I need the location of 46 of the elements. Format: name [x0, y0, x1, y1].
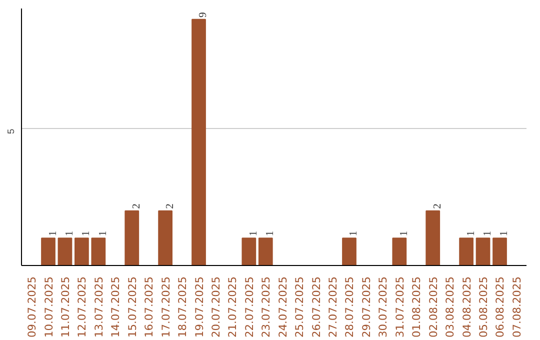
data-label: 1 — [265, 230, 276, 236]
x-tick-label: 11.07.2025 — [58, 276, 72, 338]
x-tick-label: 10.07.2025 — [42, 276, 56, 338]
x-tick-label: 03.08.2025 — [444, 276, 457, 338]
x-tick-label: 31.07.2025 — [393, 276, 406, 338]
x-tick-label: 21.07.2025 — [226, 276, 240, 338]
data-label: 1 — [466, 230, 477, 236]
x-tick-label: 15.07.2025 — [126, 276, 139, 338]
data-label: 1 — [64, 230, 76, 236]
x-tick-label: 14.07.2025 — [109, 276, 122, 338]
data-label: 1 — [81, 230, 92, 236]
data-label: 1 — [398, 230, 410, 236]
x-tick-label: 05.08.2025 — [477, 276, 490, 338]
data-label: 1 — [482, 230, 494, 236]
x-tick-label: 09.07.2025 — [26, 276, 39, 338]
x-tick-label: 23.07.2025 — [260, 276, 273, 338]
x-tick-label: 06.08.2025 — [494, 276, 507, 338]
x-tick-label: 29.07.2025 — [360, 276, 373, 338]
x-tick-label: 01.08.2025 — [410, 276, 424, 338]
x-tick-label: 25.07.2025 — [293, 276, 306, 338]
x-tick-label: 28.07.2025 — [343, 276, 356, 338]
data-label: 2 — [164, 203, 176, 209]
data-label: 1 — [98, 230, 109, 236]
y-tick-label: 5 — [6, 128, 16, 134]
x-tick-label: 26.07.2025 — [310, 276, 323, 338]
x-tick-label: 27.07.2025 — [326, 276, 340, 338]
data-label: 2 — [432, 203, 444, 209]
data-label: 1 — [248, 230, 260, 236]
x-tick-label: 07.08.2025 — [510, 276, 524, 338]
x-tick-label: 12.07.2025 — [76, 276, 89, 338]
x-tick-label: 20.07.2025 — [209, 276, 222, 338]
x-tick-label: 18.07.2025 — [176, 276, 190, 338]
x-tick-label: 16.07.2025 — [142, 276, 156, 338]
x-tick-label: 02.08.2025 — [426, 276, 440, 338]
x-tick-label: 24.07.2025 — [276, 276, 290, 338]
x-tick-label: 17.07.2025 — [159, 276, 172, 338]
x-tick-label: 04.08.2025 — [460, 276, 474, 338]
x-tick-label: 22.07.2025 — [242, 276, 256, 338]
data-label: 1 — [48, 230, 59, 236]
x-tick-label: 30.07.2025 — [376, 276, 390, 338]
data-label: 2 — [131, 203, 142, 209]
data-label: 1 — [499, 230, 510, 236]
data-label: 1 — [348, 230, 360, 236]
x-tick-label: 13.07.2025 — [92, 276, 106, 338]
x-tick-label: 19.07.2025 — [192, 276, 206, 338]
data-label: 9 — [198, 12, 210, 18]
